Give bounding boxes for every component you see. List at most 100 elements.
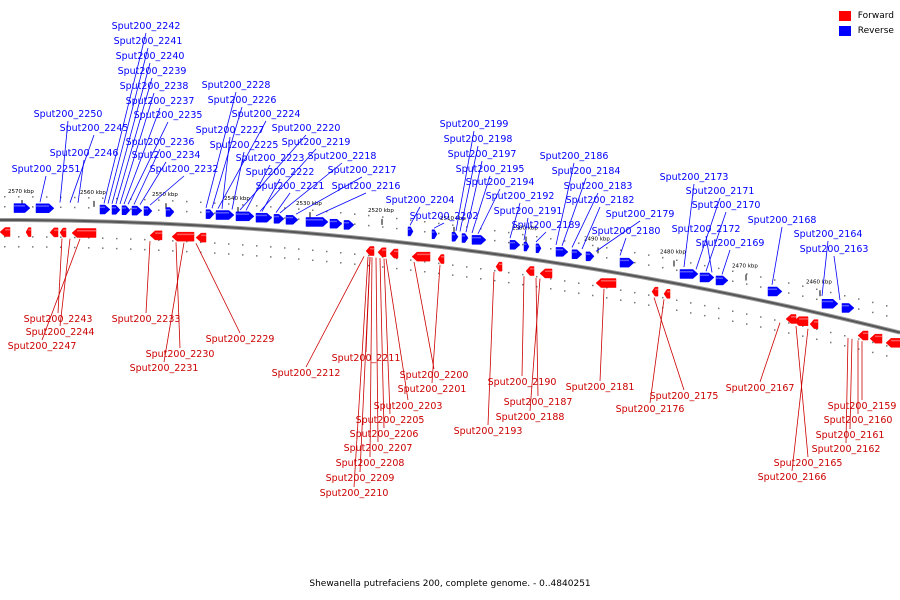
reverse-gene-label: Sput200_2191 <box>494 206 563 217</box>
reverse-gene-label: Sput200_2184 <box>552 166 621 177</box>
forward-swatch <box>838 10 851 21</box>
track-dot <box>200 211 202 214</box>
forward-gene-label: Sput200_2187 <box>504 397 573 408</box>
track-dot <box>536 275 538 278</box>
track-dot <box>564 280 566 282</box>
forward-gene-arrow <box>857 330 869 341</box>
gene-leader-line <box>471 175 491 234</box>
reverse-gene-label: Sput200_2195 <box>456 164 525 175</box>
reverse-gene-label: Sput200_2164 <box>794 229 863 240</box>
tick-label: 2460 kbp <box>806 279 832 285</box>
gene-leader-line <box>57 238 63 314</box>
track-dot <box>284 247 286 249</box>
reverse-gene-arrow <box>715 275 729 286</box>
gene-leader-line <box>59 120 69 203</box>
reverse-gene-label: Sput200_2224 <box>232 109 301 120</box>
track-dot <box>676 299 678 302</box>
gene-leader-line <box>487 271 495 426</box>
forward-gene-label: Sput200_2212 <box>272 368 341 379</box>
track-dot <box>340 262 342 264</box>
track-dot <box>312 259 314 262</box>
gene-leader-line <box>821 240 829 296</box>
track-dot <box>746 273 748 275</box>
track-dot <box>88 247 90 249</box>
gene-leader-line <box>69 134 95 203</box>
track-dot <box>648 304 650 306</box>
forward-gene-label: Sput200_2159 <box>828 401 897 412</box>
gene-leader-line <box>581 206 601 250</box>
gene-leader-line <box>59 238 71 327</box>
track-dot <box>438 272 440 275</box>
track-dot <box>214 212 216 214</box>
track-dot <box>676 259 678 262</box>
gene-leader-line <box>571 192 599 248</box>
forward-gene-label: Sput200_2200 <box>400 370 469 381</box>
reverse-gene-arrow <box>273 214 285 224</box>
gene-leader-line <box>833 255 841 301</box>
track-dot <box>354 213 356 215</box>
track-dot <box>802 285 804 287</box>
track-dot <box>256 255 258 257</box>
track-dot <box>578 242 580 244</box>
gene-leader-line <box>231 151 245 210</box>
reverse-gene-label: Sput200_2242 <box>112 21 181 32</box>
reverse-gene-label: Sput200_2219 <box>282 137 351 148</box>
forward-gene-label: Sput200_2176 <box>616 404 685 415</box>
gene-leader-line <box>369 257 373 458</box>
reverse-gene-label: Sput200_2194 <box>466 177 535 188</box>
track-dot <box>438 232 440 235</box>
reverse-gene-arrow <box>305 217 329 227</box>
reverse-gene-label: Sput200_2204 <box>386 195 455 206</box>
reverse-gene-label: Sput200_2239 <box>118 66 187 77</box>
forward-gene-arrow <box>595 278 617 288</box>
track-dot <box>872 341 874 344</box>
track-dot <box>634 261 636 264</box>
track-dot <box>788 292 790 294</box>
track-dot <box>522 243 524 246</box>
track-dot <box>46 246 48 248</box>
track-dot <box>158 239 160 241</box>
reverse-gene-arrow <box>585 251 595 262</box>
reverse-gene-label: Sput200_2183 <box>564 181 633 192</box>
track-dot <box>354 263 356 265</box>
reverse-gene-arrow <box>555 247 569 257</box>
gene-leader-line <box>561 177 587 247</box>
track-dot <box>816 328 818 331</box>
track-dot <box>340 252 342 254</box>
reverse-gene-label: Sput200_2186 <box>540 151 609 162</box>
reverse-gene-label: Sput200_2163 <box>800 244 869 255</box>
track-dot <box>480 268 482 270</box>
track-dot <box>18 196 20 198</box>
track-dot <box>312 249 314 252</box>
track-dot <box>732 320 734 322</box>
forward-gene-label: Sput200_2162 <box>812 444 881 455</box>
track-dot <box>648 294 650 296</box>
forward-gene-label: Sput200_2211 <box>332 353 401 364</box>
forward-gene-label: Sput200_2166 <box>758 472 827 483</box>
track-dot <box>214 202 216 204</box>
track-dot <box>620 289 622 291</box>
gene-leader-line <box>221 136 231 209</box>
forward-gene-arrow <box>651 286 659 297</box>
track-dot <box>284 207 286 209</box>
track-dot <box>746 313 748 315</box>
reverse-gene-arrow <box>111 205 121 215</box>
track-dot <box>4 246 6 248</box>
track-dot <box>326 260 328 263</box>
gene-leader-line <box>275 192 291 213</box>
reverse-gene-label: Sput200_2251 <box>12 164 81 175</box>
track-dot <box>494 239 496 242</box>
track-dot <box>844 335 846 337</box>
track-dot <box>396 217 398 220</box>
forward-gene-label: Sput200_2243 <box>24 314 93 325</box>
track-dot <box>550 278 552 280</box>
forward-gene-label: Sput200_2161 <box>816 430 885 441</box>
reverse-gene-arrow <box>523 241 530 252</box>
reverse-gene-arrow <box>841 303 855 313</box>
forward-gene-arrow <box>59 227 67 238</box>
reverse-gene-label: Sput200_2228 <box>202 80 271 91</box>
track-dot <box>298 218 300 220</box>
track-dot <box>144 198 146 201</box>
legend-forward: Forward <box>838 8 894 23</box>
gene-leader-line <box>653 297 685 391</box>
